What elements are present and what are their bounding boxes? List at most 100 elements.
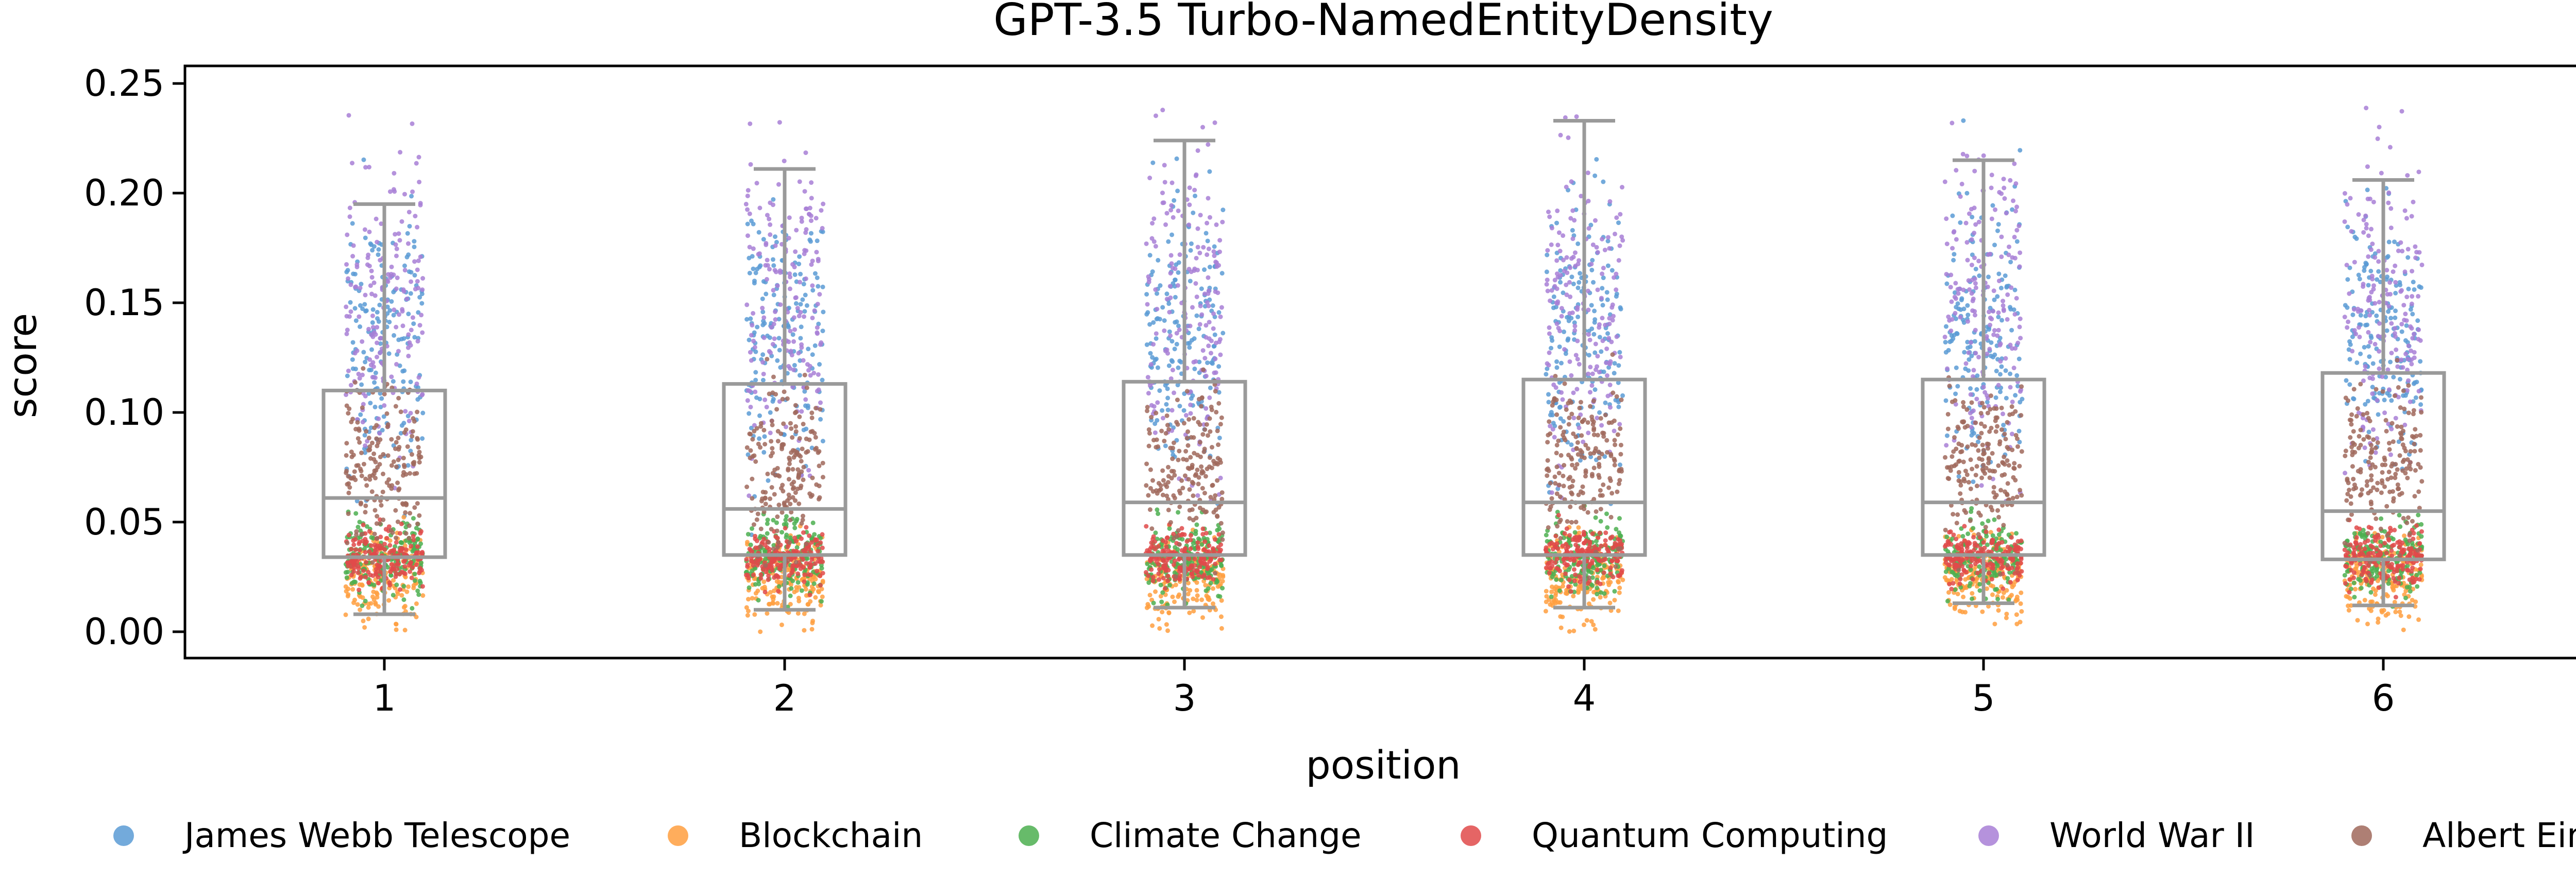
data-point — [1955, 384, 1960, 389]
data-point — [770, 559, 775, 564]
data-point — [1569, 442, 1574, 447]
data-point — [749, 558, 754, 563]
data-point — [1187, 202, 1192, 208]
data-point — [2011, 307, 2016, 312]
data-point — [1588, 365, 1593, 370]
data-point — [410, 429, 415, 434]
data-point — [1199, 469, 1205, 474]
data-point — [409, 327, 414, 333]
data-point — [1566, 453, 1571, 458]
data-point — [420, 584, 425, 589]
data-point — [1589, 326, 1595, 331]
data-point — [367, 477, 372, 482]
data-point — [1598, 488, 1603, 493]
data-point — [1170, 408, 1175, 413]
data-point — [749, 526, 754, 531]
data-point — [1159, 428, 1164, 434]
data-point — [1193, 173, 1198, 178]
data-point — [1616, 579, 1621, 584]
data-point — [1575, 285, 1581, 290]
data-point — [801, 358, 806, 363]
data-point — [812, 532, 817, 537]
data-point — [369, 489, 375, 494]
data-point — [405, 444, 410, 449]
data-point — [1557, 329, 1563, 334]
data-point — [1207, 543, 1212, 548]
data-point — [1592, 173, 1598, 178]
data-point — [772, 467, 777, 472]
data-point — [1562, 329, 1567, 334]
data-point — [369, 275, 375, 280]
data-point — [1160, 416, 1165, 421]
data-point — [752, 344, 757, 350]
data-point — [1184, 436, 1190, 441]
data-point — [1569, 274, 1574, 280]
data-point — [1165, 628, 1171, 633]
data-point — [1167, 582, 1172, 588]
data-point — [1556, 482, 1562, 488]
data-point — [750, 437, 755, 442]
data-point — [748, 455, 753, 460]
data-point — [1561, 473, 1566, 478]
data-point — [1147, 322, 1153, 327]
data-point — [1577, 361, 1582, 367]
data-point — [808, 231, 814, 236]
data-point — [419, 313, 424, 318]
data-point — [420, 549, 425, 555]
data-point — [1151, 438, 1156, 443]
data-point — [763, 563, 768, 568]
data-point — [1181, 421, 1187, 426]
data-point — [388, 570, 393, 575]
data-point — [1175, 398, 1180, 403]
data-point — [1962, 524, 1967, 529]
data-point — [395, 519, 400, 524]
data-point — [784, 514, 789, 519]
data-point — [1549, 584, 1554, 590]
data-point — [360, 595, 365, 600]
data-point — [1176, 457, 1181, 462]
data-point — [1202, 491, 1207, 496]
data-point — [1578, 400, 1583, 405]
data-point — [1154, 444, 1159, 450]
data-point — [1590, 422, 1596, 427]
data-point — [1590, 531, 1595, 537]
data-point — [760, 305, 765, 310]
data-point — [345, 268, 350, 273]
data-point — [1575, 314, 1581, 319]
data-point — [361, 461, 366, 467]
data-point — [356, 371, 361, 376]
data-point — [1197, 440, 1202, 445]
data-point — [360, 603, 365, 608]
data-point — [1163, 430, 1168, 436]
data-point — [389, 264, 394, 269]
data-point — [1162, 180, 1167, 185]
data-point — [771, 546, 776, 551]
data-point — [792, 410, 798, 416]
data-point — [794, 516, 800, 522]
data-point — [1958, 220, 1963, 225]
data-point — [776, 182, 781, 187]
data-point — [396, 231, 401, 236]
data-point — [408, 410, 413, 416]
data-point — [752, 279, 757, 284]
data-point — [758, 421, 764, 426]
data-point — [771, 374, 776, 379]
data-point — [1555, 274, 1561, 280]
data-point — [1153, 430, 1158, 435]
data-point — [1545, 252, 1550, 257]
data-point — [793, 429, 799, 434]
data-point — [1563, 571, 1568, 576]
data-point — [1974, 387, 1979, 392]
data-point — [359, 450, 364, 455]
data-point — [1620, 393, 1625, 398]
data-point — [760, 540, 765, 545]
data-point — [1608, 453, 1614, 458]
data-point — [808, 218, 814, 223]
data-point — [411, 537, 416, 542]
data-point — [747, 585, 752, 590]
data-point — [381, 517, 386, 522]
data-point — [747, 337, 752, 342]
data-point — [398, 409, 403, 415]
data-point — [1617, 422, 1622, 427]
data-point — [402, 430, 407, 435]
